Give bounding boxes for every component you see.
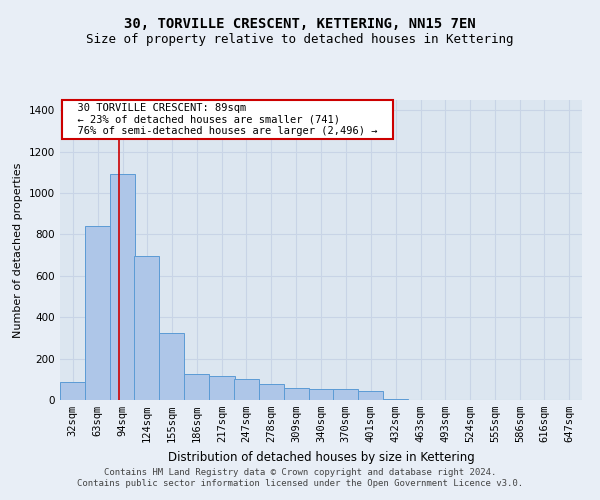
Bar xyxy=(309,388,334,400)
Bar xyxy=(60,382,85,400)
Bar xyxy=(110,174,135,400)
Bar xyxy=(383,399,408,400)
Text: 30 TORVILLE CRESCENT: 89sqm
  ← 23% of detached houses are smaller (741)
  76% o: 30 TORVILLE CRESCENT: 89sqm ← 23% of det… xyxy=(65,103,390,136)
Bar xyxy=(85,226,110,400)
X-axis label: Distribution of detached houses by size in Kettering: Distribution of detached houses by size … xyxy=(167,450,475,464)
Bar xyxy=(333,388,358,400)
Bar xyxy=(284,388,309,400)
Bar xyxy=(184,374,209,400)
Bar xyxy=(234,380,259,400)
Bar xyxy=(209,376,235,400)
Bar xyxy=(259,384,284,400)
Text: Contains HM Land Registry data © Crown copyright and database right 2024.
Contai: Contains HM Land Registry data © Crown c… xyxy=(77,468,523,487)
Bar xyxy=(134,256,160,400)
Bar xyxy=(358,390,383,400)
Y-axis label: Number of detached properties: Number of detached properties xyxy=(13,162,23,338)
Bar xyxy=(160,333,184,400)
Text: Size of property relative to detached houses in Kettering: Size of property relative to detached ho… xyxy=(86,32,514,46)
Text: 30, TORVILLE CRESCENT, KETTERING, NN15 7EN: 30, TORVILLE CRESCENT, KETTERING, NN15 7… xyxy=(124,18,476,32)
